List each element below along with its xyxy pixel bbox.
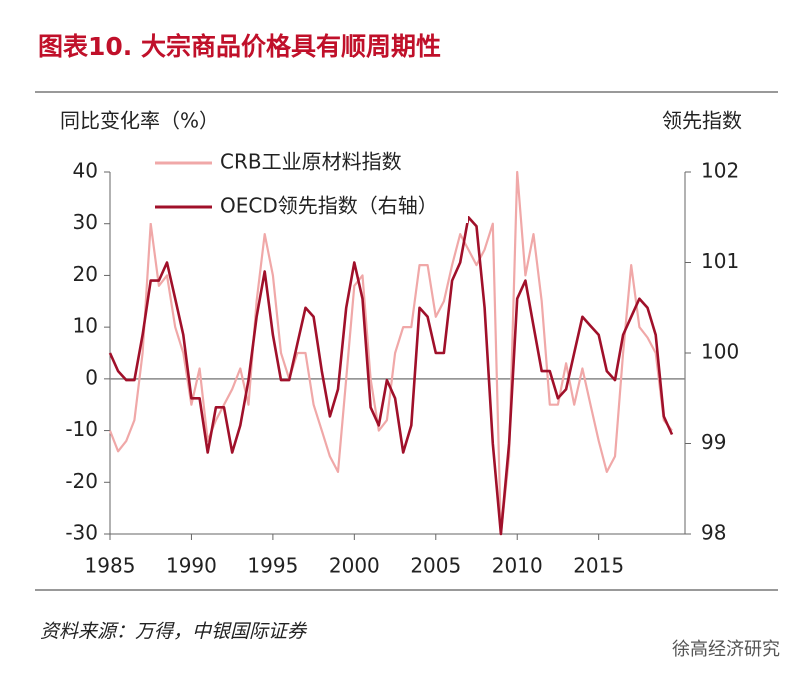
y2-tick-label: 100 bbox=[701, 340, 739, 364]
x-tick-label: 2000 bbox=[329, 554, 380, 578]
chart-title: 图表10. 大宗商品价格具有顺周期性 bbox=[38, 32, 441, 61]
y-tick-label: 0 bbox=[85, 365, 98, 389]
y-tick-label: -30 bbox=[65, 521, 98, 545]
x-tick-label: 2015 bbox=[573, 554, 624, 578]
source: 资料来源：万得，中银国际证券 bbox=[40, 621, 308, 643]
y-tick-label: 30 bbox=[73, 210, 98, 234]
y2-axis-label: 领先指数 bbox=[662, 109, 742, 133]
x-tick-label: 2005 bbox=[410, 554, 461, 578]
watermark: 徐高经济研究 bbox=[672, 639, 780, 660]
y2-tick-label: 102 bbox=[701, 159, 739, 183]
y-tick-label: -20 bbox=[65, 469, 98, 493]
x-tick-label: 2010 bbox=[492, 554, 543, 578]
y2-tick-label: 101 bbox=[701, 249, 739, 273]
x-tick-label: 1990 bbox=[166, 554, 217, 578]
legend-label: CRB工业原材料指数 bbox=[220, 150, 402, 174]
y-axis-label: 同比变化率（%） bbox=[60, 109, 219, 133]
y-tick-label: 20 bbox=[73, 262, 98, 286]
y2-tick-label: 99 bbox=[701, 430, 726, 454]
y-tick-label: -10 bbox=[65, 417, 98, 441]
x-tick-label: 1985 bbox=[85, 554, 136, 578]
y-tick-label: 40 bbox=[73, 159, 98, 183]
series-line bbox=[108, 216, 674, 536]
legend-label: OECD领先指数（右轴） bbox=[220, 194, 438, 218]
x-tick-label: 1995 bbox=[247, 554, 298, 578]
y-tick-label: 10 bbox=[73, 314, 98, 338]
y2-tick-label: 98 bbox=[701, 521, 726, 545]
series-line bbox=[108, 170, 673, 536]
